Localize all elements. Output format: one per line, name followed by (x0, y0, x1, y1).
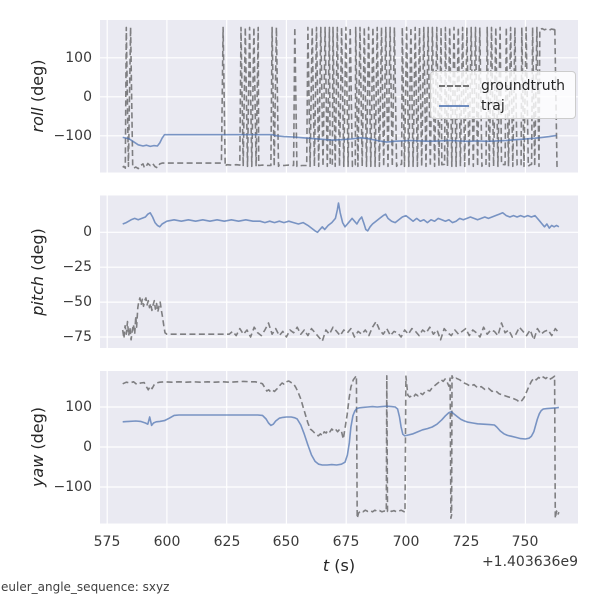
yaw-ytick--100: −100 (53, 479, 92, 495)
xtick-700: 700 (392, 534, 420, 550)
pitch-ytick--25: −25 (62, 259, 92, 275)
x-axis-label-unit: (s) (329, 556, 356, 575)
pitch-ytick--75: −75 (62, 329, 92, 345)
xtick-725: 725 (452, 534, 480, 550)
legend-groundtruth-label: groundtruth (481, 78, 566, 94)
roll-ytick-0: 0 (83, 89, 92, 105)
pitch-groundtruth-line (121, 297, 560, 342)
x-axis-label: t (s) (100, 556, 578, 575)
legend-traj-sample-line (439, 105, 469, 107)
pitch-ytick-0: 0 (83, 224, 92, 240)
roll-ytick--100: −100 (53, 128, 92, 144)
xtick-750: 750 (511, 534, 539, 550)
xtick-625: 625 (213, 534, 241, 550)
x-axis-label-var: t (322, 556, 330, 575)
legend-groundtruth-sample-line (439, 85, 469, 87)
yaw-ytick-100: 100 (65, 399, 92, 415)
legend-entry-traj: traj (439, 96, 567, 116)
xtick-600: 600 (153, 534, 181, 550)
xtick-675: 675 (332, 534, 360, 550)
roll-ytick-100: 100 (65, 50, 92, 66)
pitch-axes-background (100, 195, 578, 348)
roll-traj-line (122, 133, 557, 148)
pitch-traj-line (122, 202, 560, 234)
yaw-ytick-0: 0 (83, 439, 92, 455)
yaw-groundtruth-line (122, 375, 560, 519)
xtick-650: 650 (272, 534, 300, 550)
legend-traj-label: traj (481, 98, 505, 114)
roll-groundtruth-line (122, 26, 560, 170)
yaw-traj-line (122, 405, 560, 466)
pitch-ytick--50: −50 (62, 294, 92, 310)
axis-offset-text: +1.403636e9 (481, 554, 578, 570)
legend: groundtruth traj (430, 71, 576, 119)
legend-entry-groundtruth: groundtruth (439, 76, 567, 96)
xtick-575: 575 (93, 534, 121, 550)
footer-note: euler_angle_sequence: sxyz (1, 580, 170, 594)
